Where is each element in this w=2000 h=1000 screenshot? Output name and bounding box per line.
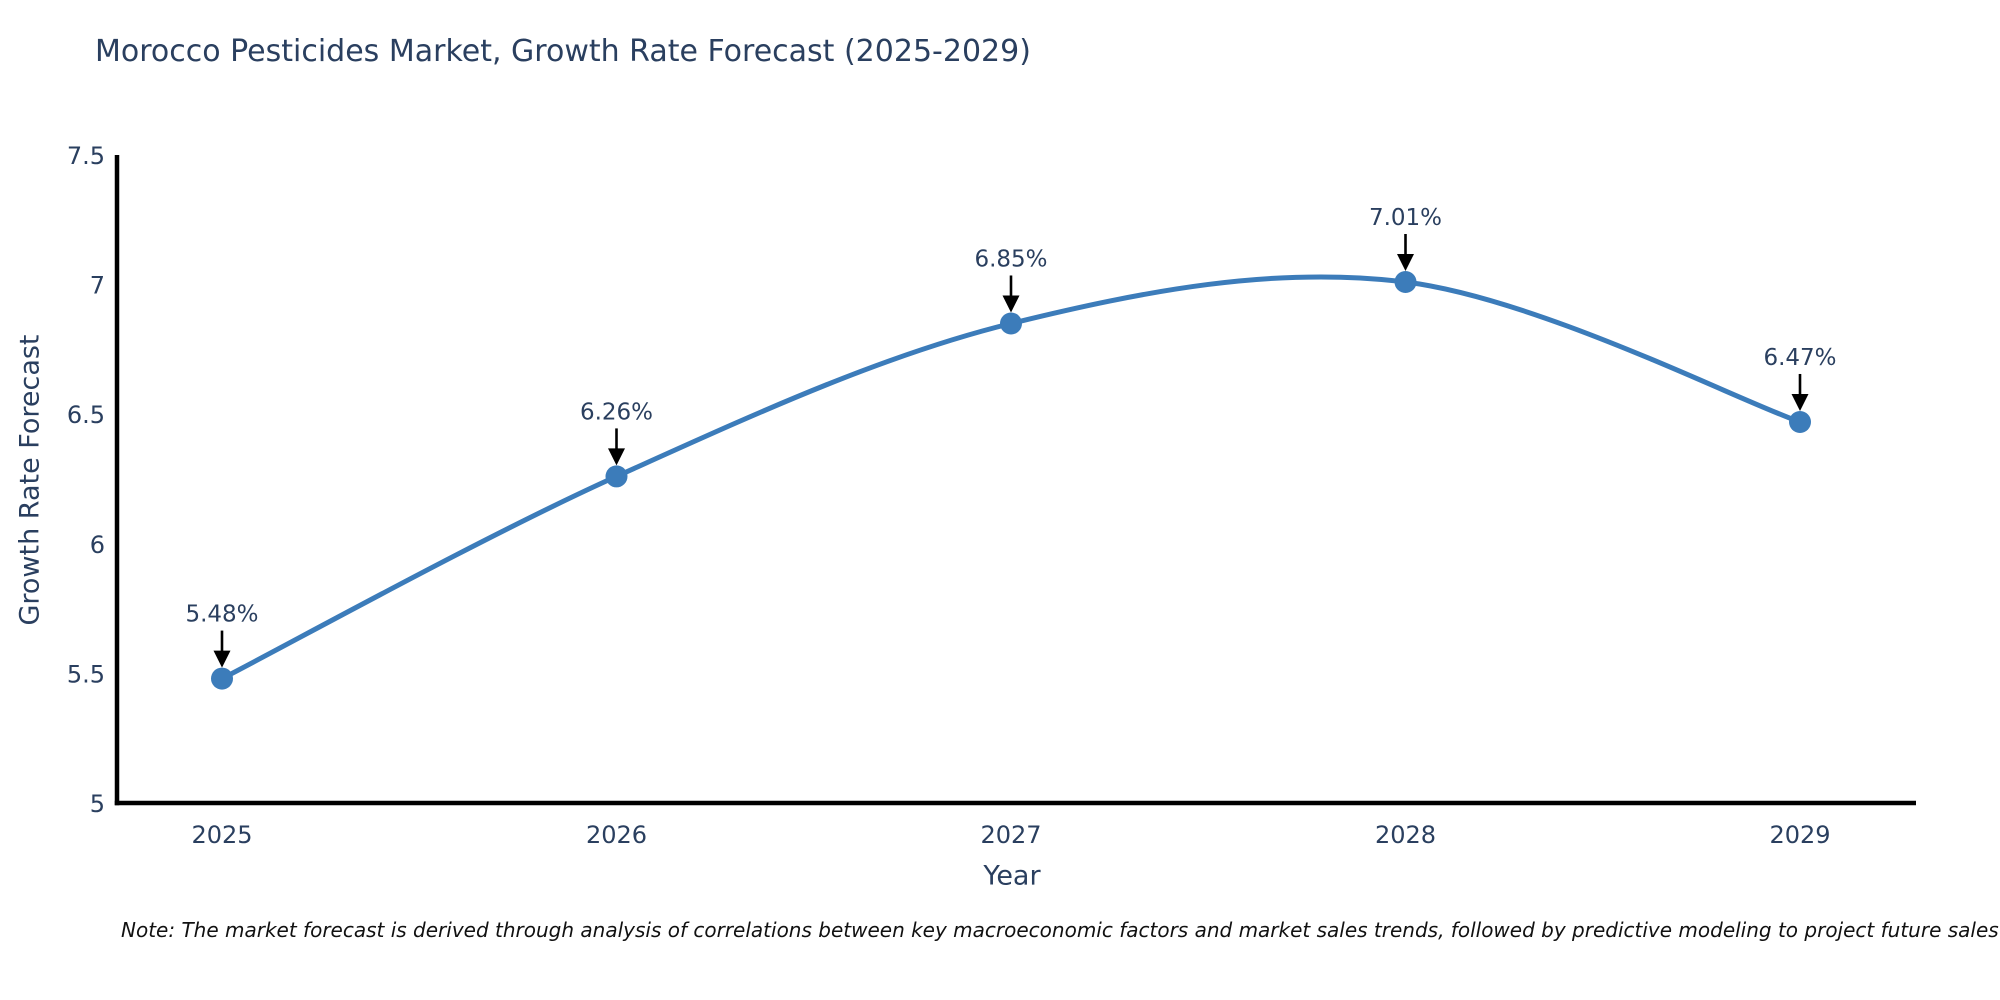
data-point-marker[interactable] — [1789, 410, 1811, 433]
x-tick-label: 2027 — [980, 821, 1041, 849]
x-tick-label: 2028 — [1375, 821, 1436, 849]
x-tick-label: 2029 — [1769, 821, 1830, 849]
point-annotation: 6.26% — [580, 399, 653, 425]
annotation-arrowhead-icon — [608, 448, 625, 466]
y-tick-label: 7 — [90, 272, 105, 300]
y-tick-label: 5.5 — [67, 660, 105, 688]
point-annotation: 7.01% — [1369, 205, 1442, 231]
annotation-arrowhead-icon — [1397, 254, 1414, 272]
y-tick-label: 6 — [90, 531, 105, 559]
y-tick-label: 5 — [90, 790, 105, 818]
data-point-marker[interactable] — [605, 465, 628, 488]
point-annotation: 6.85% — [974, 246, 1047, 272]
y-axis-title: Growth Rate Forecast — [14, 334, 46, 626]
annotation-arrowhead-icon — [213, 650, 231, 668]
trend-line — [219, 274, 1803, 682]
point-annotation: 6.47% — [1763, 345, 1836, 371]
x-tick-label: 2026 — [586, 821, 647, 849]
y-tick-label: 6.5 — [67, 401, 105, 429]
data-point-marker[interactable] — [1000, 312, 1022, 335]
footnote: Note: The market forecast is derived thr… — [121, 918, 1999, 942]
x-axis-title: Year — [983, 860, 1041, 892]
annotation-arrowhead-icon — [1002, 295, 1020, 313]
data-point-marker[interactable] — [211, 667, 233, 690]
data-point-marker[interactable] — [1394, 271, 1417, 294]
x-tick-label: 2025 — [191, 821, 252, 849]
point-annotation: 5.48% — [185, 602, 258, 628]
chart-title: Morocco Pesticides Market, Growth Rate F… — [95, 34, 1031, 69]
y-tick-label: 7.5 — [67, 142, 105, 170]
annotation-arrowhead-icon — [1791, 393, 1809, 411]
